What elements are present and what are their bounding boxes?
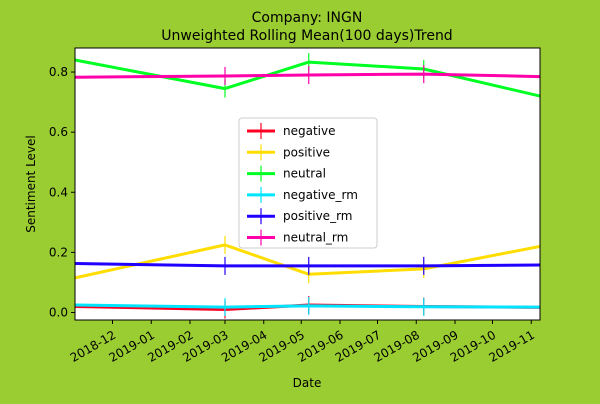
- series-layer: [74, 53, 541, 319]
- legend-label: positive_rm: [283, 209, 352, 223]
- y-tick-label: 0.6: [49, 125, 68, 139]
- legend: negative positive neutral negative_rmpositi…: [238, 117, 378, 249]
- legend-label: positive: [283, 145, 330, 159]
- y-tick-label: 0.4: [49, 185, 68, 199]
- x-axis-label: Date: [293, 376, 322, 390]
- y-axis-label: Sentiment Level: [24, 135, 38, 233]
- y-tick-label: 0.8: [49, 65, 68, 79]
- legend-label: negative: [283, 124, 335, 138]
- legend-label: neutral: [283, 167, 326, 181]
- y-axis: 0.0 0.2 0.4 0.6 0.8: [49, 65, 75, 319]
- y-tick-label: 0.2: [49, 245, 68, 259]
- plot-frame: [74, 47, 541, 321]
- legend-label: negative_rm: [283, 188, 358, 202]
- x-axis: 2018-122019-012019-022019-032019-042019-…: [68, 320, 537, 365]
- chart-subtitle: Unweighted Rolling Mean(100 days)Trend: [161, 28, 452, 44]
- y-tick-label: 0.0: [49, 305, 68, 319]
- chart-title: Company: INGN: [252, 10, 363, 26]
- legend-label: neutral_rm: [283, 231, 348, 245]
